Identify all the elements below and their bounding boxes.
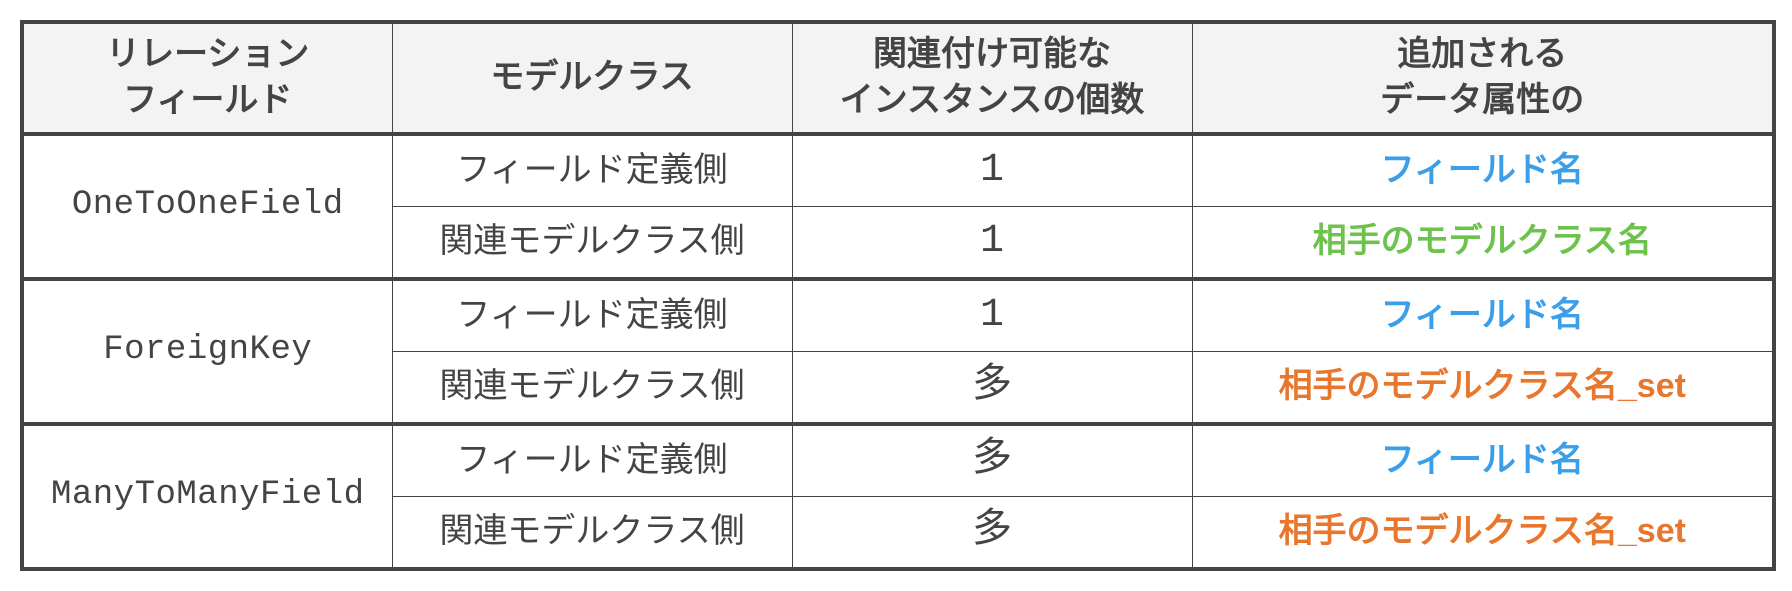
cell-data-attribute: フィールド名 [1192, 424, 1774, 497]
th-instance-count: 関連付け可能な インスタンスの個数 [792, 22, 1192, 134]
th-text: モデルクラス [403, 55, 782, 101]
cell-instance-count: 1 [792, 279, 1192, 352]
table-row: OneToOneFieldフィールド定義側1フィールド名 [22, 134, 1774, 207]
table-header-row: リレーション フィールド モデルクラス 関連付け可能な インスタンスの個数 追加… [22, 22, 1774, 134]
th-text: 追加される [1203, 32, 1763, 78]
cell-relation-field: OneToOneField [22, 134, 392, 279]
th-text: データ属性の [1203, 78, 1763, 124]
th-text: 関連付け可能な [803, 32, 1182, 78]
cell-data-attribute: フィールド名 [1192, 134, 1774, 207]
cell-data-attribute: フィールド名 [1192, 279, 1774, 352]
cell-data-attribute: 相手のモデルクラス名_set [1192, 351, 1774, 424]
cell-instance-count: 多 [792, 496, 1192, 569]
cell-model-class: 関連モデルクラス側 [392, 496, 792, 569]
table-row: ManyToManyFieldフィールド定義側多フィールド名 [22, 424, 1774, 497]
th-text: リレーション [34, 32, 382, 78]
cell-instance-count: 1 [792, 206, 1192, 279]
cell-instance-count: 多 [792, 424, 1192, 497]
cell-instance-count: 1 [792, 134, 1192, 207]
th-text: フィールド [34, 78, 382, 124]
cell-instance-count: 多 [792, 351, 1192, 424]
table: リレーション フィールド モデルクラス 関連付け可能な インスタンスの個数 追加… [20, 20, 1776, 571]
cell-model-class: フィールド定義側 [392, 424, 792, 497]
relation-fields-table: リレーション フィールド モデルクラス 関連付け可能な インスタンスの個数 追加… [20, 20, 1772, 571]
cell-relation-field: ForeignKey [22, 279, 392, 424]
cell-data-attribute: 相手のモデルクラス名_set [1192, 496, 1774, 569]
table-body: OneToOneFieldフィールド定義側1フィールド名関連モデルクラス側1相手… [22, 134, 1774, 569]
th-text: インスタンスの個数 [803, 78, 1182, 124]
cell-model-class: 関連モデルクラス側 [392, 351, 792, 424]
th-data-attribute: 追加される データ属性の [1192, 22, 1774, 134]
th-model-class: モデルクラス [392, 22, 792, 134]
cell-data-attribute: 相手のモデルクラス名 [1192, 206, 1774, 279]
cell-model-class: フィールド定義側 [392, 279, 792, 352]
table-row: ForeignKeyフィールド定義側1フィールド名 [22, 279, 1774, 352]
cell-model-class: フィールド定義側 [392, 134, 792, 207]
th-relation-field: リレーション フィールド [22, 22, 392, 134]
cell-model-class: 関連モデルクラス側 [392, 206, 792, 279]
cell-relation-field: ManyToManyField [22, 424, 392, 569]
